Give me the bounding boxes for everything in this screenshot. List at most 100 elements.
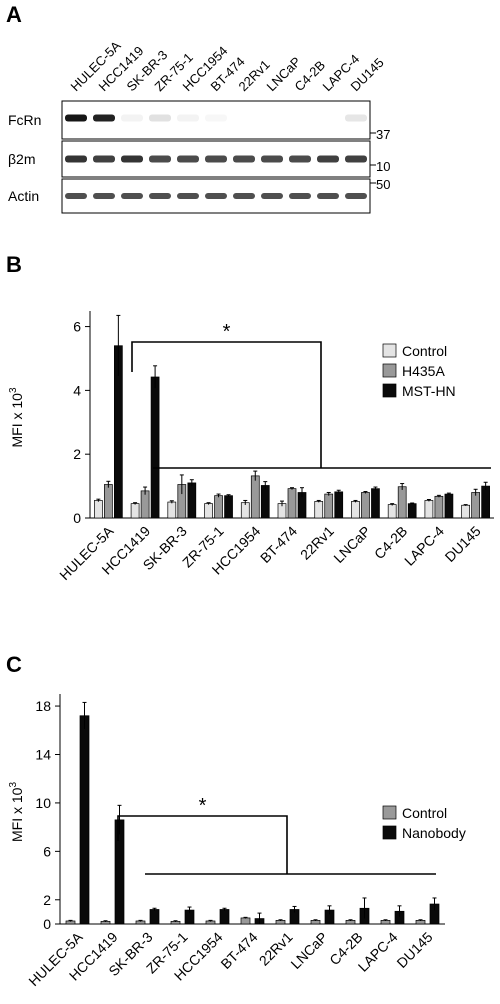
bar [214,495,223,519]
bar [149,909,160,925]
bar [351,501,360,519]
blot-band [261,193,283,199]
bar [444,493,454,519]
bar [424,500,434,519]
bar [240,502,250,519]
bar [371,488,380,519]
blot-label: FcRn [8,112,41,128]
x-tick-label: LNCaP [330,523,373,566]
bar [324,493,334,519]
blot-label: Actin [8,188,39,204]
x-tick-label: BT-474 [257,523,300,566]
y-tick-label: 6 [43,843,51,859]
bar [167,501,177,519]
bar [114,819,125,925]
blot-band [177,114,199,122]
bar [187,482,197,519]
bar [150,376,160,519]
bar [387,504,397,519]
blot-band [317,155,339,163]
x-tick-label: DU145 [393,929,435,971]
legend-swatch [382,805,397,820]
blot-band [93,155,115,163]
x-tick-label: LAPC-4 [401,523,447,569]
blot-box [61,100,371,140]
bar [130,503,140,519]
bar [471,492,480,519]
bar [334,491,344,519]
bar [79,715,90,925]
blot-band [121,155,143,163]
x-tick-label: DU145 [442,523,484,565]
bar [407,503,417,519]
bar [361,492,370,519]
blot-band [261,155,283,163]
significance-bracket [131,341,491,469]
legend-swatch [382,363,397,378]
bar [287,488,297,519]
significance-bracket [117,815,436,875]
legend-label: Control [402,343,447,359]
bar [140,490,150,519]
blot-band [289,155,311,163]
legend-label: H435A [402,363,445,379]
bar [104,484,113,519]
legend-swatch [382,383,397,398]
blot-band [233,155,255,163]
y-axis-label-superscript: 3 [8,782,19,788]
y-tick-label: 0 [43,916,51,932]
blot-band [345,193,367,199]
blot-band [149,114,171,122]
x-tick-label: BT-474 [217,929,260,972]
bar [94,500,103,519]
y-axis-label: MFI x 103 [8,387,25,447]
legend-label: MST-HN [402,383,456,399]
blot-band [177,155,199,163]
blot-label: β2m [8,151,36,167]
blot-band [345,155,367,163]
x-tick-label: LNCaP [287,929,330,972]
legend-swatch [382,343,397,358]
western-blot-panel: HULEC-5AHCC1419SK-BR-3ZR-75-1HCC1954BT-4… [8,38,390,214]
bar [240,917,251,925]
legend-label: Nanobody [402,825,466,841]
blot-band [177,193,199,199]
blot-band [93,193,115,199]
bar [250,475,260,519]
blot-band [149,155,171,163]
bar [204,503,213,519]
y-tick-label: 14 [35,746,51,762]
legend-swatch [382,825,397,840]
y-tick-label: 18 [35,698,51,714]
blot-band [149,193,171,199]
blot-band [121,114,143,122]
marker-label: 37 [376,127,390,142]
blot-band [345,114,367,122]
panel-b-letter: B [6,252,22,277]
bar [434,495,444,519]
panel-a-letter: A [6,2,22,27]
y-tick-label: 6 [73,319,81,335]
blot-band [65,193,87,199]
blot-band [65,114,87,122]
y-tick-label: 10 [35,795,51,811]
y-axis-label: MFI x 103 [8,782,25,842]
y-axis-label-superscript: 3 [8,387,19,393]
marker-label: 50 [376,177,390,192]
blot-band [233,193,255,199]
blot-band [93,114,115,122]
bar [219,909,230,925]
significance-marker: * [223,321,231,343]
legend-label: Control [402,805,447,821]
significance-marker: * [199,795,207,817]
bar [260,485,270,519]
y-tick-label: 2 [73,446,81,462]
panel-c-letter: C [6,652,22,677]
blot-band [205,115,227,122]
blot-band [121,193,143,199]
blot-band [289,193,311,199]
blot-band [205,155,227,163]
bar [224,495,233,519]
bar [461,504,470,519]
